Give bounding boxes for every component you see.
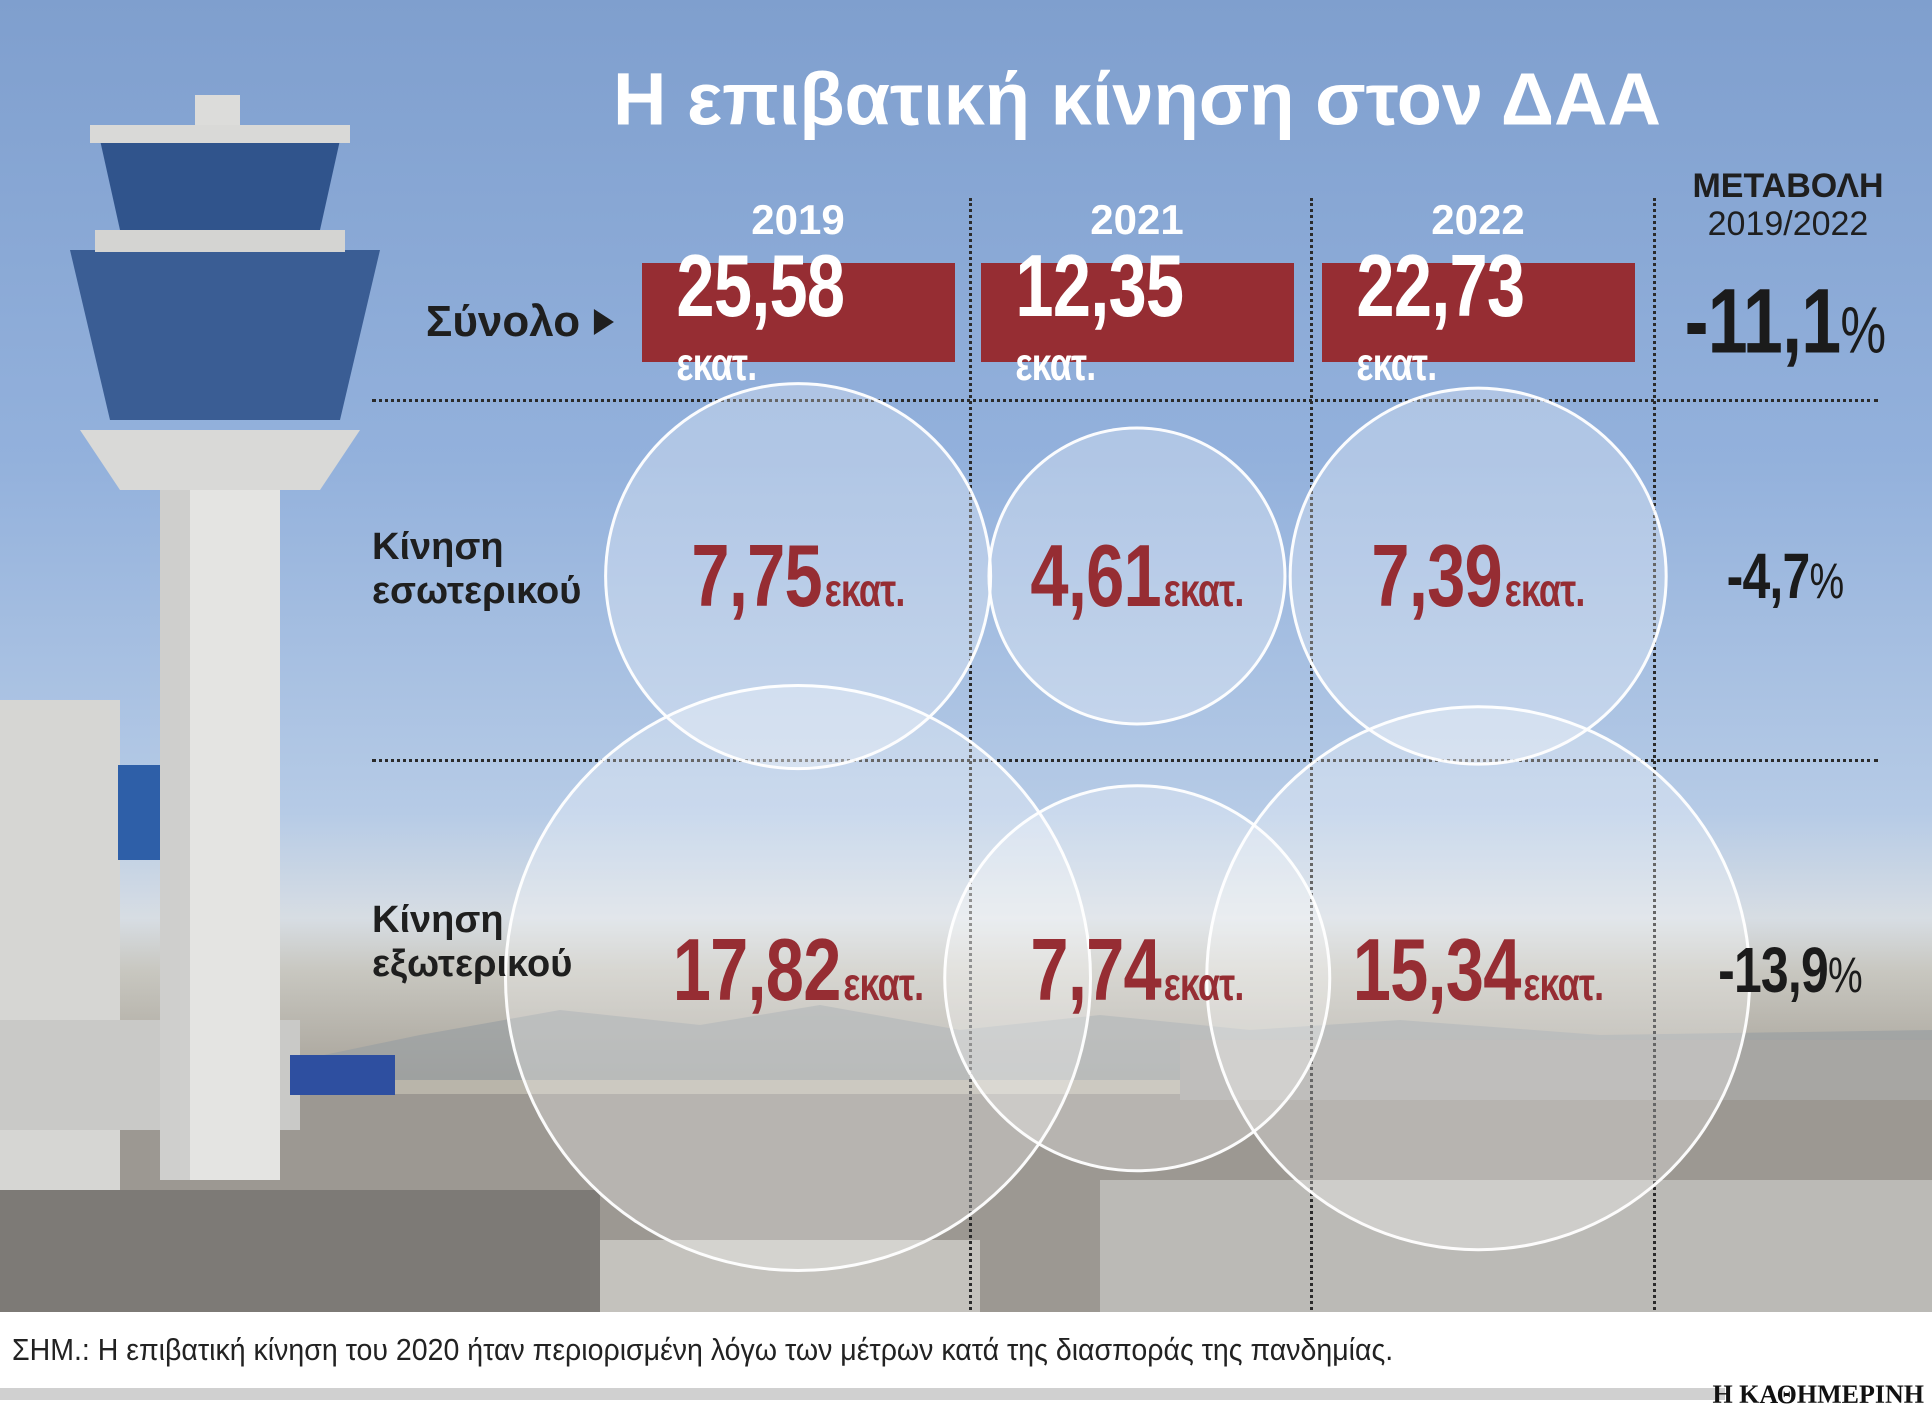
total-value-2022: 22,73 εκατ. bbox=[1322, 236, 1635, 390]
total-change: -11,1% bbox=[1684, 270, 1886, 373]
domestic-value-2022: 7,39 εκατ. bbox=[1371, 526, 1585, 625]
domestic-value-2019: 7,75 εκατ. bbox=[691, 526, 905, 625]
domestic-label: Κίνηση εσωτερικού bbox=[372, 525, 581, 613]
change-header-line1: ΜΕΤΑΒΟΛΗ bbox=[1692, 167, 1884, 205]
row-divider bbox=[372, 759, 1878, 762]
international-label-line2: εξωτερικού bbox=[372, 943, 573, 985]
change-header-line2: 2019/2022 bbox=[1707, 205, 1869, 243]
international-label: Κίνηση εξωτερικού bbox=[372, 898, 572, 986]
year-header-2019: 2019 bbox=[751, 196, 845, 243]
total-label-text: Σύνολο bbox=[425, 297, 581, 346]
domestic-label-line2: εσωτερικού bbox=[372, 570, 582, 612]
kathimerini-logo: Η ΚΑΘΗΜΕΡΙΝΗ bbox=[1712, 1380, 1924, 1409]
domestic-value-2021: 4,61 εκατ. bbox=[1030, 526, 1244, 625]
row-divider bbox=[372, 399, 1878, 402]
total-value-2021: 12,35 εκατ. bbox=[981, 236, 1294, 390]
footnote: ΣΗΜ.: Η επιβατική κίνηση του 2020 ήταν π… bbox=[12, 1332, 1394, 1367]
total-value-2019: 25,58 εκατ. bbox=[642, 236, 955, 390]
international-label-line1: Κίνηση bbox=[372, 899, 504, 941]
domestic-change: -4,7% bbox=[1726, 540, 1845, 612]
international-value-2022: 15,34 εκατ. bbox=[1352, 920, 1604, 1019]
year-header-2022: 2022 bbox=[1431, 196, 1525, 243]
change-header: ΜΕΤΑΒΟΛΗ 2019/2022 bbox=[1692, 167, 1883, 243]
domestic-label-line1: Κίνηση bbox=[372, 526, 504, 568]
total-label: Σύνολο bbox=[425, 297, 615, 347]
domestic-bubble-2022 bbox=[1288, 386, 1668, 766]
infographic-title: Η επιβατική κίνηση στον ΔΑΑ bbox=[613, 57, 1661, 141]
international-value-2021: 7,74 εκατ. bbox=[1030, 920, 1244, 1019]
international-value-2019: 17,82 εκατ. bbox=[672, 920, 924, 1019]
domestic-bubble-2021 bbox=[987, 426, 1287, 726]
gray-rule bbox=[0, 1388, 1725, 1400]
year-header-2021: 2021 bbox=[1090, 196, 1184, 243]
column-divider bbox=[1653, 198, 1656, 1310]
triangle-right-icon bbox=[594, 309, 615, 335]
column-divider bbox=[1310, 198, 1313, 1310]
international-bubble-2022 bbox=[1205, 705, 1751, 1251]
international-change: -13,9% bbox=[1718, 934, 1863, 1006]
